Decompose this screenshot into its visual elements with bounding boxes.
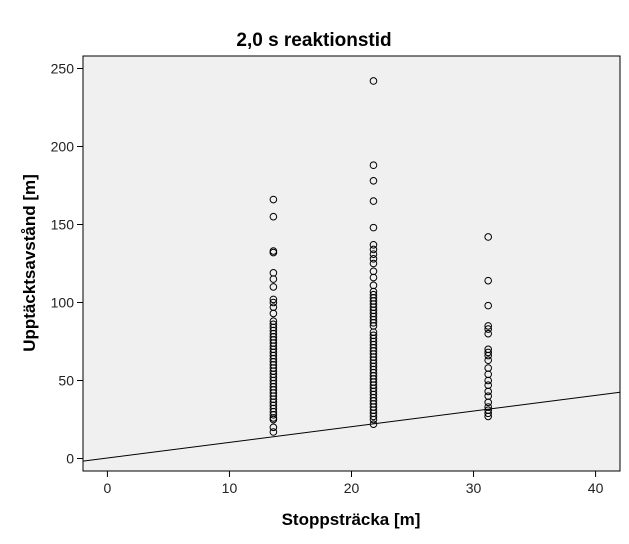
data-point (369, 240, 378, 249)
plot-area (82, 55, 621, 472)
data-point (369, 267, 378, 276)
data-point (369, 420, 378, 428)
data-point (484, 356, 492, 365)
y-tick-label: 250 (51, 60, 75, 76)
data-point (484, 406, 492, 414)
data-point (369, 77, 378, 85)
y-tick-label: 0 (66, 451, 74, 467)
reference-line-group (82, 391, 621, 462)
x-tick-label: 30 (466, 480, 482, 496)
data-point (269, 269, 278, 277)
data-point (484, 345, 492, 354)
data-point (484, 276, 492, 285)
y-tick-label: 100 (51, 295, 75, 311)
y-tick-label: 150 (51, 216, 75, 232)
data-point (269, 247, 278, 255)
data-point (484, 348, 492, 357)
y-tick-label: 200 (51, 138, 75, 154)
y-axis: 0 50 100 150 200 250 (51, 60, 83, 467)
chart-title: 2,0 s reaktionstid (236, 30, 391, 51)
data-point (269, 283, 278, 291)
data-point (369, 177, 378, 185)
data-point (269, 317, 278, 326)
data-point (269, 298, 278, 307)
data-point (484, 322, 492, 330)
x-axis: 0 10 20 30 40 (104, 471, 604, 496)
x-tick-label: 10 (222, 480, 238, 496)
data-point (484, 364, 492, 372)
data-point (269, 295, 278, 304)
data-point (369, 197, 378, 205)
y-axis-label: Upptäcktsavstånd [m] (20, 174, 39, 352)
data-point (484, 233, 492, 241)
data-point (369, 281, 378, 290)
y-tick-label: 50 (58, 373, 74, 389)
data-point (369, 255, 378, 263)
data-point (369, 290, 378, 299)
data-point (269, 423, 278, 432)
data-point (484, 329, 492, 338)
x-tick-label: 20 (344, 480, 360, 496)
data-point (484, 381, 492, 389)
reference-line (82, 391, 621, 462)
x-tick-label: 40 (588, 480, 604, 496)
data-point (269, 212, 278, 221)
data-point (269, 195, 278, 204)
data-point (369, 259, 378, 268)
data-point (484, 301, 492, 310)
data-point (484, 403, 492, 411)
data-points (269, 77, 492, 436)
data-point (369, 245, 378, 254)
data-point (269, 303, 278, 311)
data-point (484, 392, 492, 400)
data-point (369, 223, 378, 232)
x-tick-label: 0 (104, 480, 112, 496)
data-point (369, 331, 378, 340)
data-point (369, 250, 378, 258)
data-point (484, 325, 492, 333)
data-point (369, 161, 378, 170)
data-point (269, 428, 278, 436)
x-axis-label: Stoppsträcka [m] (282, 510, 421, 529)
data-point (269, 320, 278, 329)
